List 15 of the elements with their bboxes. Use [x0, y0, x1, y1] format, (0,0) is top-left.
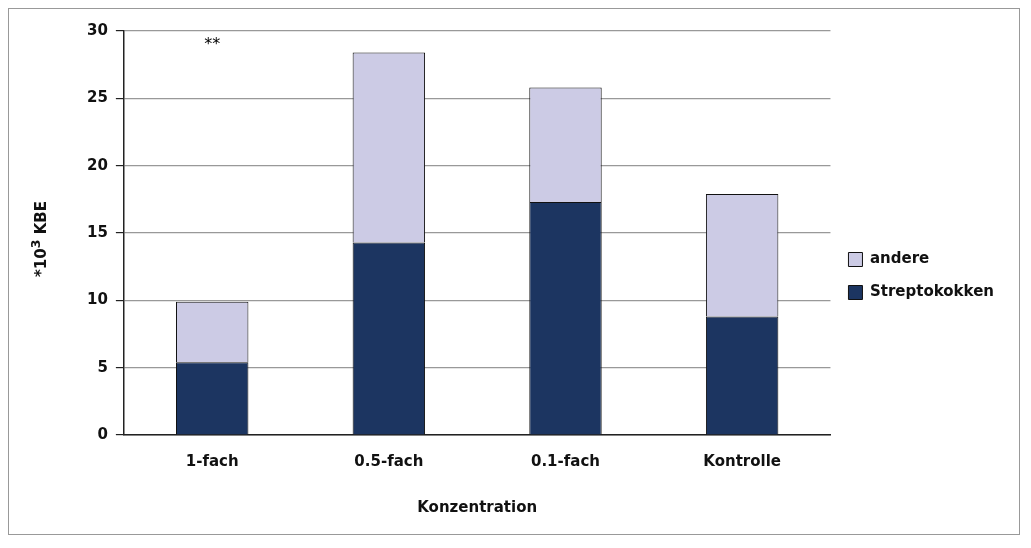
legend-label: andere [869, 249, 930, 268]
legend-label: Streptokokken [869, 282, 995, 301]
y-tick-label: 30 [87, 20, 108, 39]
y-tick-label: 5 [97, 357, 108, 376]
y-tick-label: 20 [87, 155, 108, 174]
x-tick-label: Kontrolle [703, 451, 781, 470]
x-tick-label: 0.5-fach [354, 451, 424, 470]
annotation: ** [204, 34, 221, 54]
y-tick-label: 25 [87, 88, 108, 107]
y-tick-label: 10 [87, 290, 108, 309]
x-axis-title: Konzentration [417, 497, 538, 516]
x-tick-label: 0.1-fach [530, 451, 601, 470]
y-tick-label: 15 [87, 222, 108, 241]
y-tick-label: 0 [97, 424, 108, 443]
x-tick-label: 1-fach [185, 451, 239, 470]
